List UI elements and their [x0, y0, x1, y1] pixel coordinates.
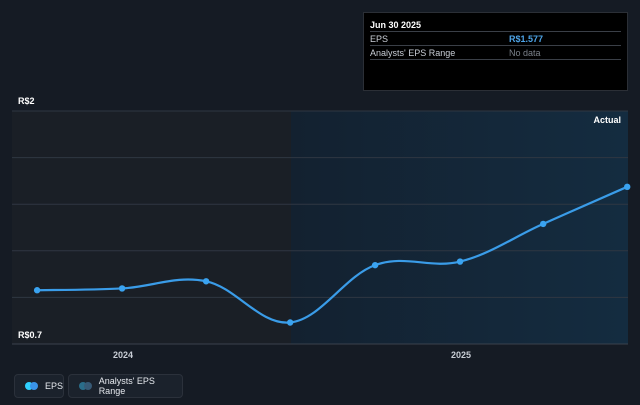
eps-point[interactable] — [457, 258, 463, 264]
tooltip-eps-label: EPS — [370, 34, 388, 44]
eps-point[interactable] — [203, 278, 209, 284]
tooltip-row-range: Analysts' EPS Range No data — [370, 45, 621, 60]
x-tick-label-2024: 2024 — [113, 350, 133, 360]
eps-point[interactable] — [540, 221, 546, 227]
tooltip-range-label: Analysts' EPS Range — [370, 48, 455, 58]
eps-legend-icon — [25, 382, 39, 390]
y-tick-label-top: R$2 — [18, 96, 35, 106]
eps-point[interactable] — [119, 285, 125, 291]
legend-range-label: Analysts' EPS Range — [99, 376, 182, 396]
tooltip-eps-value: R$1.577 — [509, 34, 543, 44]
tooltip-range-value: No data — [509, 48, 541, 58]
x-tick-label-2025: 2025 — [451, 350, 471, 360]
range-legend-icon — [79, 382, 93, 390]
legend-eps-label: EPS — [45, 381, 63, 391]
tooltip-divider — [370, 59, 621, 60]
eps-point[interactable] — [34, 287, 40, 293]
forecast-region — [291, 111, 628, 344]
tooltip-panel: Jun 30 2025 EPS R$1.577 Analysts' EPS Ra… — [363, 12, 628, 91]
legend-item-eps[interactable]: EPS — [14, 374, 64, 398]
actual-annotation: Actual — [593, 115, 621, 125]
tooltip-row-eps: EPS R$1.577 — [370, 31, 621, 46]
legend-item-analysts-range[interactable]: Analysts' EPS Range — [68, 374, 183, 398]
eps-point[interactable] — [624, 184, 630, 190]
past-region — [12, 111, 291, 344]
eps-point[interactable] — [287, 319, 293, 325]
y-tick-label-bottom: R$0.7 — [18, 330, 42, 340]
tooltip-date: Jun 30 2025 — [370, 20, 421, 30]
eps-point[interactable] — [372, 262, 378, 268]
